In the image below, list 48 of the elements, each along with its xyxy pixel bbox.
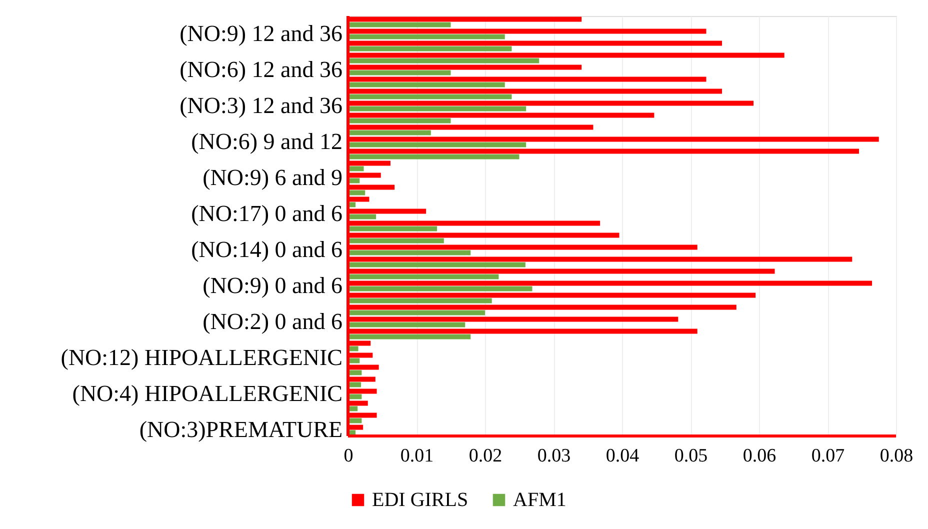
bar [348, 106, 526, 112]
bar [348, 130, 431, 136]
y-tick-label: (NO:14) 0 and 6 [191, 237, 342, 262]
bar [348, 334, 471, 340]
legend-label: EDI GIRLS [372, 489, 468, 511]
bar [348, 274, 499, 280]
bar [348, 46, 512, 52]
x-tick-label: 0.01 [400, 446, 434, 466]
y-tick-label: (NO:3)PREMATURE [139, 417, 342, 442]
bar [348, 298, 492, 304]
bar [348, 94, 512, 100]
y-tick-label: (NO:6) 9 and 12 [191, 129, 342, 154]
bar [348, 310, 485, 316]
bar [348, 34, 505, 40]
bar [348, 58, 540, 64]
bar [348, 190, 366, 196]
x-tick-label: 0.06 [742, 446, 776, 466]
bar [348, 70, 451, 76]
bar [348, 166, 364, 172]
bar [348, 226, 438, 232]
bar [348, 22, 451, 28]
y-tick-label: (NO:9) 6 and 9 [202, 165, 342, 190]
bar [348, 118, 451, 124]
bar [348, 322, 466, 328]
bar [348, 214, 376, 220]
x-tick-label: 0.08 [880, 446, 914, 466]
x-tick-label: 0.07 [811, 446, 845, 466]
y-tick-label: (NO:2) 0 and 6 [202, 309, 342, 334]
bar [348, 286, 532, 292]
bar [348, 238, 444, 244]
y-tick-label: (NO:6) 12 and 36 [180, 57, 342, 82]
x-tick-label: 0.02 [468, 446, 502, 466]
y-tick-label: (NO:9) 0 and 6 [202, 273, 342, 298]
bar [348, 142, 526, 148]
bar [348, 154, 520, 160]
x-tick-label: 0.03 [537, 446, 571, 466]
x-tick-label: 0.04 [606, 446, 640, 466]
y-tick-label: (NO:12) HIPOALLERGENIC [60, 345, 342, 370]
y-tick-label: (NO:17) 0 and 6 [191, 201, 342, 226]
y-tick-label: (NO:9) 12 and 36 [180, 21, 342, 46]
x-tick-label: 0 [344, 446, 354, 466]
bar [348, 262, 526, 268]
y-tick-label: (NO:3) 12 and 36 [180, 93, 342, 118]
bar [348, 82, 505, 88]
bar [348, 250, 471, 256]
y-tick-label: (NO:4) HIPOALLERGENIC [72, 381, 342, 406]
x-tick-label: 0.05 [674, 446, 708, 466]
legend-label: AFM1 [513, 489, 566, 511]
